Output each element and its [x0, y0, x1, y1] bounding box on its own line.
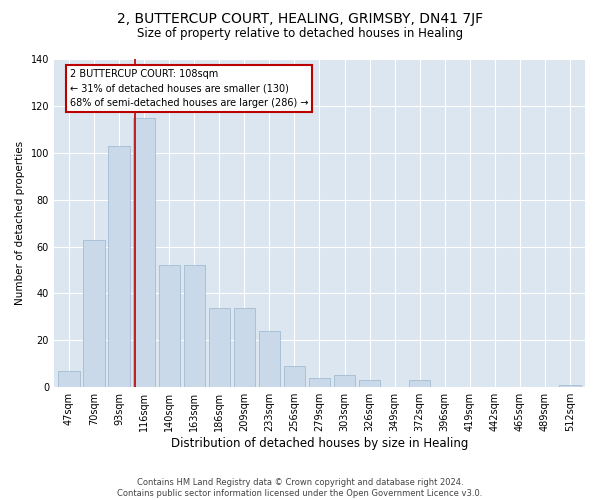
Bar — [133, 118, 155, 387]
Bar — [109, 146, 130, 387]
Bar — [409, 380, 430, 387]
X-axis label: Distribution of detached houses by size in Healing: Distribution of detached houses by size … — [171, 437, 468, 450]
Bar — [233, 308, 255, 387]
Bar — [309, 378, 330, 387]
Bar — [184, 266, 205, 387]
Bar — [209, 308, 230, 387]
Text: 2, BUTTERCUP COURT, HEALING, GRIMSBY, DN41 7JF: 2, BUTTERCUP COURT, HEALING, GRIMSBY, DN… — [117, 12, 483, 26]
Bar — [284, 366, 305, 387]
Bar — [359, 380, 380, 387]
Text: Size of property relative to detached houses in Healing: Size of property relative to detached ho… — [137, 28, 463, 40]
Text: Contains HM Land Registry data © Crown copyright and database right 2024.
Contai: Contains HM Land Registry data © Crown c… — [118, 478, 482, 498]
Bar — [158, 266, 180, 387]
Text: 2 BUTTERCUP COURT: 108sqm
← 31% of detached houses are smaller (130)
68% of semi: 2 BUTTERCUP COURT: 108sqm ← 31% of detac… — [70, 69, 308, 108]
Y-axis label: Number of detached properties: Number of detached properties — [15, 141, 25, 305]
Bar — [259, 331, 280, 387]
Bar — [334, 376, 355, 387]
Bar — [58, 371, 80, 387]
Bar — [83, 240, 104, 387]
Bar — [559, 385, 581, 387]
